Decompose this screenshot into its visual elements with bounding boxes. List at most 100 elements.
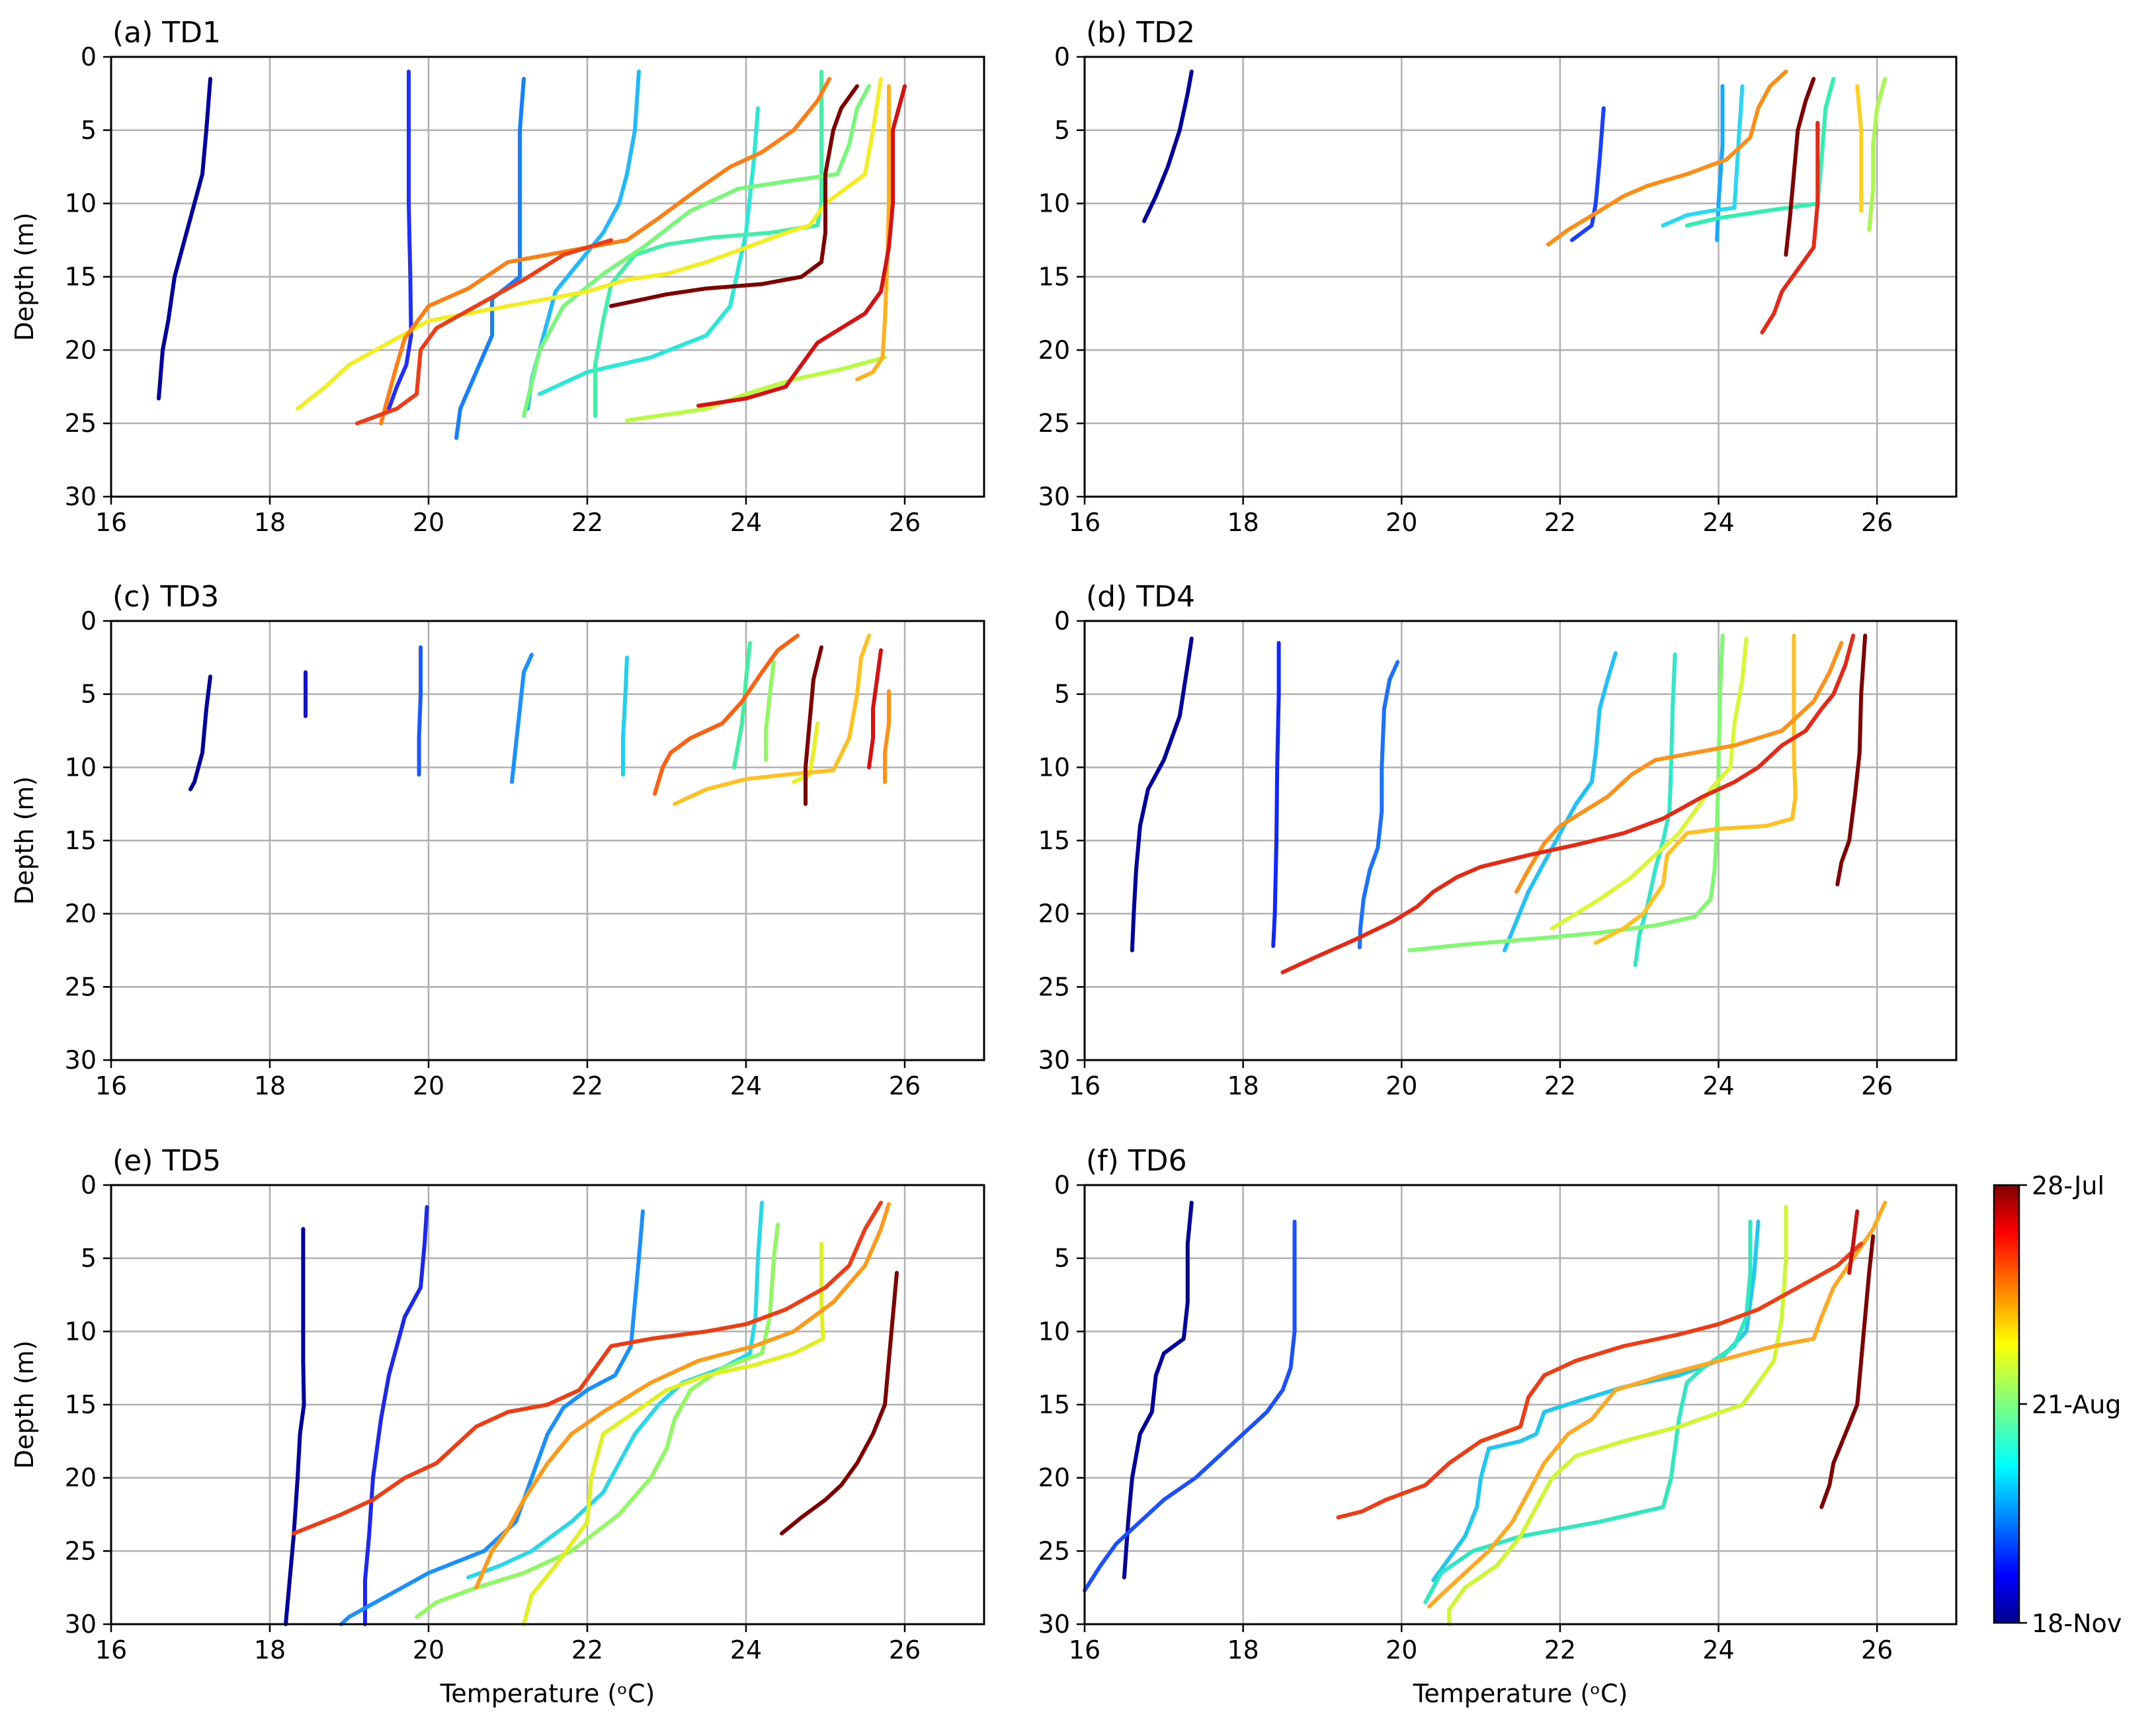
x-tick-label: 22 <box>1544 1635 1576 1665</box>
profile-line <box>804 645 823 806</box>
profile-line <box>855 84 891 382</box>
profile-line <box>883 689 891 784</box>
profile-line <box>454 77 526 440</box>
profile-line <box>1130 636 1194 952</box>
profile-line <box>1569 106 1606 243</box>
profile-line <box>1357 660 1400 950</box>
x-tick-label: 26 <box>1861 1071 1893 1100</box>
profile-line <box>284 1227 306 1626</box>
y-tick-label: 20 <box>1038 899 1070 928</box>
profile-line <box>1427 1200 1887 1609</box>
profile-line <box>1593 634 1798 945</box>
profile-line <box>1503 651 1618 952</box>
y-tick-label: 30 <box>65 482 97 511</box>
profile-line <box>474 1202 891 1590</box>
y-tick-label: 25 <box>65 1536 97 1565</box>
profile-line <box>867 648 883 770</box>
profile-line <box>1784 77 1816 257</box>
x-tick-label: 26 <box>889 1071 921 1100</box>
x-tick-label: 16 <box>1069 1635 1100 1665</box>
x-tick-label: 22 <box>571 508 603 537</box>
y-tick-label: 10 <box>65 753 97 782</box>
x-tick-label: 16 <box>95 1071 127 1100</box>
x-tick-label: 16 <box>1069 1071 1100 1100</box>
y-tick-label: 15 <box>65 263 97 292</box>
profile-line <box>792 721 819 784</box>
profile-line <box>522 1241 825 1626</box>
profile-line <box>673 634 871 806</box>
y-tick-label: 5 <box>81 1244 97 1273</box>
y-tick-label: 15 <box>65 826 97 855</box>
y-tick-label: 20 <box>1038 335 1070 364</box>
y-tick-label: 15 <box>65 1390 97 1419</box>
x-tick-label: 26 <box>889 1635 921 1665</box>
x-tick-label: 18 <box>1227 1635 1259 1665</box>
profile-line <box>522 84 871 419</box>
y-axis-label: Depth (m) <box>10 1340 39 1469</box>
profile-line <box>1867 77 1887 232</box>
profile-line <box>696 84 907 408</box>
profile-line <box>1715 84 1725 243</box>
profile-line <box>1271 641 1281 948</box>
x-tick-label: 22 <box>1544 508 1576 537</box>
x-tick-label: 22 <box>1544 1071 1576 1100</box>
profile-line <box>538 106 760 396</box>
x-tick-label: 20 <box>1386 1071 1417 1100</box>
x-tick-label: 16 <box>95 508 127 537</box>
profile-line <box>621 655 629 777</box>
x-tick-label: 16 <box>95 1635 127 1665</box>
profile-line <box>1336 1241 1864 1520</box>
y-tick-label: 25 <box>1038 972 1070 1001</box>
y-tick-label: 0 <box>1054 1171 1070 1200</box>
colorbar-label-bottom: 18-Nov <box>2032 1609 2122 1638</box>
y-tick-label: 20 <box>65 335 97 364</box>
y-tick-label: 5 <box>81 680 97 709</box>
y-tick-label: 25 <box>1038 1536 1070 1565</box>
x-tick-label: 22 <box>571 1635 603 1665</box>
x-axis-label: Temperature (ᵒC) <box>440 1679 655 1708</box>
profile-line <box>1407 634 1725 952</box>
panel-td4: 16 18 20 22 24 26 0 5 10 15 20 25 30 (d) TD4 <box>1038 580 1958 1100</box>
x-tick-label: 20 <box>1386 508 1417 537</box>
y-tick-label: 30 <box>1038 1610 1070 1639</box>
y-tick-label: 25 <box>1038 409 1070 438</box>
profile-line <box>1855 84 1864 213</box>
profile-line <box>415 1222 780 1619</box>
x-tick-label: 20 <box>413 1071 444 1100</box>
x-tick-label: 26 <box>889 508 921 537</box>
y-tick-label: 0 <box>1054 42 1070 71</box>
y-tick-label: 30 <box>1038 482 1070 511</box>
profile-line <box>510 652 534 784</box>
x-axis-label: Temperature (ᵒC) <box>1413 1679 1628 1708</box>
y-tick-label: 20 <box>1038 1463 1070 1493</box>
profile-line <box>339 1209 645 1626</box>
profile-line <box>1280 634 1856 975</box>
profile-line <box>1546 69 1788 247</box>
y-tick-label: 10 <box>65 1317 97 1346</box>
x-tick-label: 24 <box>730 1635 762 1665</box>
y-tick-label: 15 <box>1038 826 1070 855</box>
x-tick-label: 24 <box>1702 1635 1734 1665</box>
profile-line <box>1423 1219 1753 1604</box>
y-axis-label: Depth (m) <box>10 212 39 341</box>
y-tick-label: 25 <box>65 972 97 1001</box>
profile-line <box>292 1200 883 1536</box>
panel-title: (b) TD2 <box>1086 16 1195 50</box>
y-tick-label: 5 <box>81 116 97 145</box>
y-tick-label: 30 <box>65 1046 97 1075</box>
y-tick-label: 0 <box>81 42 97 71</box>
profile-line <box>1760 120 1820 335</box>
colorbar: 28-Jul 21-Aug 18-Nov <box>1993 1171 2122 1638</box>
panel-title: (a) TD1 <box>112 16 221 50</box>
profile-line <box>1847 1209 1860 1275</box>
profile-line <box>1447 1205 1788 1626</box>
y-tick-label: 0 <box>81 606 97 636</box>
colorbar-label-top: 28-Jul <box>2032 1171 2104 1200</box>
y-tick-label: 10 <box>1038 753 1070 782</box>
profile-line <box>1633 652 1677 968</box>
y-tick-label: 0 <box>1054 606 1070 636</box>
profile-line <box>1835 634 1868 887</box>
y-tick-label: 5 <box>1054 1244 1070 1273</box>
colorbar-label-mid: 21-Aug <box>2032 1390 2121 1419</box>
